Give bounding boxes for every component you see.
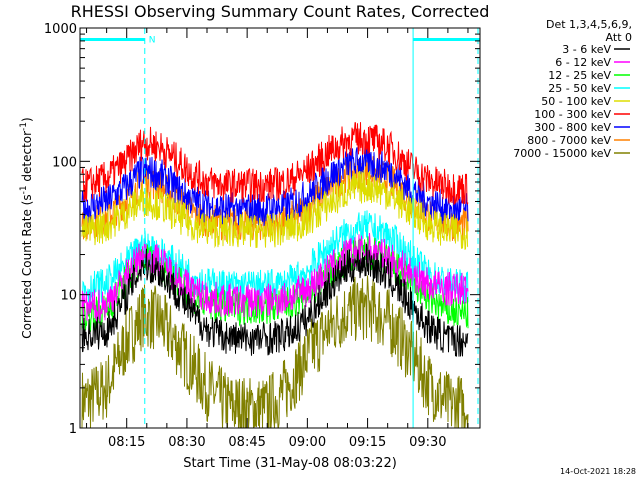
legend-entry-label: 300 - 800 keV bbox=[534, 121, 611, 134]
x-tick-label: 09:15 bbox=[349, 435, 386, 450]
series-7000to15000keV-line bbox=[81, 275, 469, 429]
series-100to300keV-line bbox=[81, 122, 469, 206]
series-12to25keV-line bbox=[81, 236, 469, 333]
y-tick-label: 1 bbox=[69, 422, 77, 437]
series-300to800keV-line bbox=[81, 144, 469, 226]
y-axis-label: Corrected Count Rate (s-1 detector-1) bbox=[19, 117, 34, 338]
legend-entry-label: 6 - 12 keV bbox=[555, 56, 611, 69]
legend-entry-label: 800 - 7000 keV bbox=[527, 134, 611, 147]
axes: 08:15 08:30 08:45 09:00 09:15 09:30 1 10 100 1000 bbox=[44, 22, 480, 450]
timestamp: 14-Oct-2021 18:28 bbox=[560, 467, 636, 476]
series-50to100keV-line bbox=[81, 169, 469, 251]
x-tick-label: 08:30 bbox=[168, 435, 205, 450]
x-tick-label: 09:00 bbox=[289, 435, 326, 450]
x-tick-label: 08:15 bbox=[108, 435, 145, 450]
x-tick-label: 08:45 bbox=[228, 435, 265, 450]
legend-entry-label: 100 - 300 keV bbox=[534, 108, 611, 121]
legend-entry-label: 50 - 100 keV bbox=[541, 95, 611, 108]
series-3to6keV-line bbox=[81, 243, 469, 357]
legend-header-line-1: Det 1,3,4,5,6,9, bbox=[546, 18, 632, 31]
y-tick-label: 10 bbox=[60, 289, 77, 304]
y-tick-label: 100 bbox=[52, 155, 77, 170]
legend-entry-label: 3 - 6 keV bbox=[562, 43, 611, 56]
legend-entry-label: 7000 - 15000 keV bbox=[513, 147, 611, 160]
observing-marker-label: N bbox=[149, 35, 156, 45]
plot-frame bbox=[79, 27, 481, 429]
plot-area: N bbox=[79, 28, 480, 429]
legend-entry-label: 12 - 25 keV bbox=[548, 69, 611, 82]
y-tick-label: 1000 bbox=[44, 22, 77, 37]
legend-entry-label: 25 - 50 keV bbox=[548, 82, 611, 95]
x-axis-label: Start Time (31-May-08 08:03:22) bbox=[183, 456, 397, 471]
chart-title: RHESSI Observing Summary Count Rates, Co… bbox=[71, 2, 490, 21]
legend-header-line-2: Att 0 bbox=[606, 31, 632, 44]
x-tick-label: 09:30 bbox=[409, 435, 446, 450]
